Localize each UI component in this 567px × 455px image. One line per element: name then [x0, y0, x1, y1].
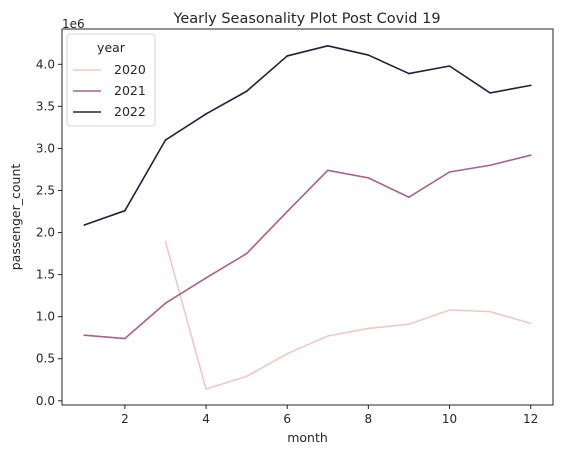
data-point-2021	[408, 196, 410, 199]
x-axis-label: month	[287, 430, 328, 445]
data-point-2022	[245, 90, 248, 93]
y-axis-offset-label: 1e6	[62, 17, 85, 31]
data-point-2020	[164, 241, 167, 243]
series-lines	[83, 45, 532, 390]
data-point-2020	[367, 327, 370, 330]
data-point-2021	[164, 302, 167, 305]
y-tick-label: 1.0	[36, 310, 55, 324]
plot-frame	[61, 28, 554, 406]
data-point-2020	[245, 375, 248, 378]
y-tick-label: 3.0	[36, 141, 55, 155]
x-tick-label: 4	[202, 412, 210, 426]
data-point-2020	[489, 310, 491, 313]
data-point-2022	[326, 45, 329, 47]
data-point-2021	[124, 337, 126, 340]
chart-title: Yearly Seasonality Plot Post Covid 19	[172, 11, 440, 27]
data-point-2021	[489, 164, 491, 167]
data-point-2020	[205, 388, 207, 390]
data-point-2022	[124, 209, 126, 212]
data-point-2021	[529, 154, 532, 156]
series-line-2021	[83, 154, 532, 340]
legend-box	[66, 33, 156, 127]
data-point-2021	[205, 277, 207, 279]
legend-label-2020: 2020	[114, 62, 146, 77]
data-point-2022	[83, 224, 86, 226]
data-point-2020	[448, 309, 451, 311]
series-line-2020	[164, 241, 532, 390]
x-tick-label: 2	[121, 412, 129, 426]
data-point-2022	[205, 113, 207, 115]
series-line-2022	[83, 45, 532, 226]
y-axis-label: passenger_count	[8, 164, 23, 271]
data-point-2021	[83, 334, 86, 336]
y-tick-label: 3.5	[36, 99, 55, 113]
legend: year 2020 2021 2022	[66, 33, 156, 127]
legend-title: year	[97, 40, 126, 55]
y-tick-label: 2.5	[36, 184, 55, 198]
data-point-2021	[286, 210, 289, 213]
data-point-2022	[164, 139, 167, 141]
data-point-2022	[489, 92, 491, 94]
data-point-2020	[408, 323, 410, 326]
data-point-2022	[408, 72, 410, 75]
data-point-2021	[448, 171, 451, 173]
data-point-2021	[367, 177, 370, 179]
data-point-2020	[326, 335, 329, 337]
y-tick-label: 4.0	[36, 57, 55, 71]
x-tick-label: 10	[442, 412, 457, 426]
x-axis-ticks: 2 4 6 8 10 12	[121, 405, 538, 426]
x-tick-label: 8	[365, 412, 373, 426]
data-point-2022	[367, 54, 370, 56]
y-tick-label: 2.0	[36, 226, 55, 240]
data-point-2020	[286, 352, 289, 355]
data-point-2020	[529, 322, 532, 325]
y-tick-label: 1.5	[36, 268, 55, 282]
y-tick-label: 0.0	[36, 394, 55, 408]
data-point-2021	[245, 252, 248, 255]
legend-label-2021: 2021	[114, 83, 146, 98]
legend-label-2022: 2022	[114, 104, 146, 119]
data-point-2022	[286, 55, 289, 57]
y-axis-ticks: 0.0 0.5 1.0 1.5 2.0 2.5 3.0 3.5 4.0	[36, 57, 62, 408]
data-point-2021	[326, 169, 329, 172]
y-tick-label: 0.5	[36, 352, 55, 366]
data-point-2022	[448, 65, 451, 67]
x-tick-label: 6	[283, 412, 291, 426]
x-tick-label: 12	[523, 412, 538, 426]
data-point-2022	[529, 84, 532, 87]
